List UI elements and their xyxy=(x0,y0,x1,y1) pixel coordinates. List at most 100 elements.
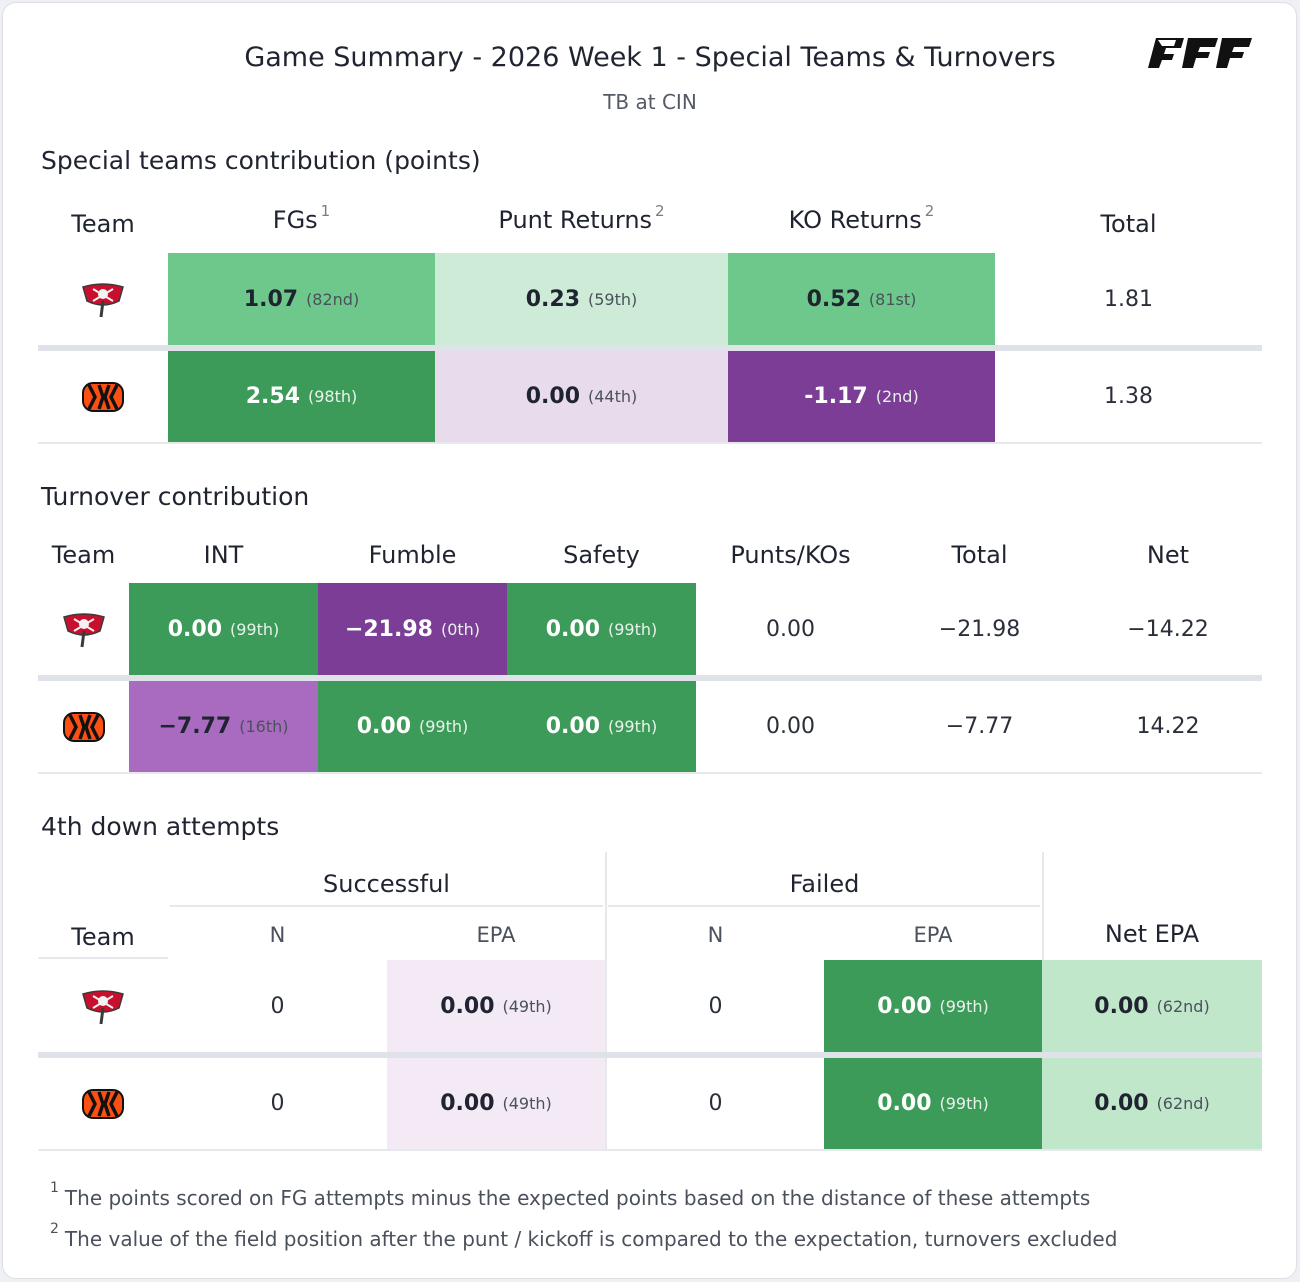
st-tb-punt: 0.23 (59th) xyxy=(435,253,728,345)
percentile: (44th) xyxy=(588,387,638,406)
bengals-b-icon xyxy=(82,381,124,412)
percentile: (59th) xyxy=(588,289,638,309)
table-bottom-rule xyxy=(38,442,1262,444)
to-cin-fumble: 0.00 (99th) xyxy=(318,681,507,772)
value: 0.00 xyxy=(356,714,411,739)
value: 0.00 xyxy=(877,993,932,1019)
percentile: (99th) xyxy=(608,717,658,736)
fd-cin-failed-epa: 0.00 (99th) xyxy=(824,1058,1042,1149)
percentile: (99th) xyxy=(608,619,658,639)
to-tb-safety: 0.00 (99th) xyxy=(507,583,696,675)
group-rule xyxy=(608,905,1040,907)
st-header-total: Total xyxy=(1100,210,1157,238)
value: 0.52 xyxy=(806,286,861,312)
to-tb-int: 0.00 (99th) xyxy=(129,583,318,675)
percentile: (99th) xyxy=(419,717,469,736)
percentile: (99th) xyxy=(939,996,989,1016)
st-header-fgs: FGs 1 xyxy=(168,202,435,234)
percentile: (16th) xyxy=(239,717,289,736)
fd-header-successful-n: N xyxy=(269,923,286,947)
to-cin-punts: 0.00 xyxy=(766,714,815,739)
to-cin-int: −7.77 (16th) xyxy=(129,681,318,772)
st-cin-total: 1.38 xyxy=(1104,384,1153,409)
st-header-ko-returns: KO Returns 2 xyxy=(728,202,995,234)
value: 0.00 xyxy=(545,616,600,642)
to-header-safety: Safety xyxy=(563,541,640,569)
percentile: (62nd) xyxy=(1156,1094,1210,1113)
to-header-team: Team xyxy=(51,541,116,569)
team-logo-cin xyxy=(38,351,168,442)
pff-logo xyxy=(1148,38,1252,68)
footnote-text: The points scored on FG attempts minus t… xyxy=(64,1186,1091,1210)
value: −21.98 xyxy=(344,616,433,642)
value: 0.00 xyxy=(877,1091,932,1116)
st-tb-fgs: 1.07 (82nd) xyxy=(168,253,435,345)
team-logo-cin xyxy=(38,681,129,772)
value: 0.00 xyxy=(1094,1091,1149,1116)
to-cin-total: −7.77 xyxy=(945,714,1014,739)
row-separator xyxy=(38,345,1262,351)
value: −7.77 xyxy=(158,714,232,739)
to-tb-total: −21.98 xyxy=(938,616,1021,642)
page-subtitle: TB at CIN xyxy=(603,90,697,114)
percentile: (49th) xyxy=(502,1094,552,1113)
percentile: (99th) xyxy=(230,619,280,639)
to-header-fumble: Fumble xyxy=(368,541,457,569)
to-cin-net: 14.22 xyxy=(1136,714,1200,739)
to-header-int: INT xyxy=(203,541,244,569)
value: 0.00 xyxy=(525,384,580,409)
bengals-b-icon xyxy=(62,711,105,742)
fd-header-failed-n: N xyxy=(707,923,724,947)
group-rule xyxy=(170,905,603,907)
percentile: (49th) xyxy=(502,996,552,1016)
footnote-ref-2: 2 xyxy=(655,202,665,220)
percentile: (99th) xyxy=(939,1094,989,1113)
to-tb-punts: 0.00 xyxy=(766,616,815,642)
buccaneers-flag-icon xyxy=(62,613,105,648)
footnote-1: 1 The points scored on FG attempts minus … xyxy=(50,1180,1091,1210)
value: 1.07 xyxy=(243,286,299,312)
buccaneers-flag-icon xyxy=(82,990,124,1025)
to-tb-fumble: −21.98 (0th) xyxy=(318,583,507,675)
value: 2.54 xyxy=(245,384,300,409)
st-header-ko-label: KO Returns xyxy=(788,206,922,234)
value: 0.00 xyxy=(440,1091,495,1116)
to-cin-safety: 0.00 (99th) xyxy=(507,681,696,772)
st-tb-ko: 0.52 (81st) xyxy=(728,253,995,345)
column-divider xyxy=(605,852,607,1150)
st-header-team: Team xyxy=(71,210,135,238)
team-header-rule xyxy=(38,957,168,959)
table-bottom-rule xyxy=(38,772,1262,774)
percentile: (82nd) xyxy=(306,289,360,309)
fd-tb-net-epa: 0.00 (62nd) xyxy=(1042,960,1262,1052)
percentile: (98th) xyxy=(308,387,358,406)
st-cin-punt: 0.00 (44th) xyxy=(435,351,728,442)
value: 0.23 xyxy=(525,286,580,312)
percentile: (81st) xyxy=(868,289,917,309)
fd-header-net-epa: Net EPA xyxy=(1104,920,1200,948)
st-cin-fgs: 2.54 (98th) xyxy=(168,351,435,442)
fd-header-successful-epa: EPA xyxy=(476,923,516,947)
to-tb-net: −14.22 xyxy=(1127,616,1209,642)
fd-header-failed: Failed xyxy=(789,870,860,898)
fd-tb-successful-n: 0 xyxy=(270,993,285,1019)
fd-header-failed-epa: EPA xyxy=(913,923,953,947)
column-divider xyxy=(1042,852,1044,960)
turnovers-title: Turnover contribution xyxy=(41,482,310,511)
fd-tb-failed-n: 0 xyxy=(708,993,723,1019)
fd-cin-failed-n: 0 xyxy=(708,1091,723,1116)
value: 0.00 xyxy=(167,616,222,642)
percentile: (2nd) xyxy=(875,387,919,406)
special-teams-title: Special teams contribution (points) xyxy=(41,146,481,175)
bengals-b-icon xyxy=(82,1088,124,1119)
value: 0.00 xyxy=(545,714,600,739)
st-header-fgs-label: FGs xyxy=(272,206,318,234)
footnote-text: The value of the field position after th… xyxy=(64,1227,1118,1251)
fd-tb-successful-epa: 0.00 (49th) xyxy=(387,960,605,1052)
footnote-mark: 2 xyxy=(50,1221,59,1237)
st-header-punt-returns: Punt Returns 2 xyxy=(435,202,728,234)
fd-cin-successful-n: 0 xyxy=(270,1091,285,1116)
page-title: Game Summary - 2026 Week 1 - Special Tea… xyxy=(244,42,1056,73)
to-header-punts-kos: Punts/KOs xyxy=(730,541,851,569)
footnote-mark: 1 xyxy=(50,1180,59,1196)
